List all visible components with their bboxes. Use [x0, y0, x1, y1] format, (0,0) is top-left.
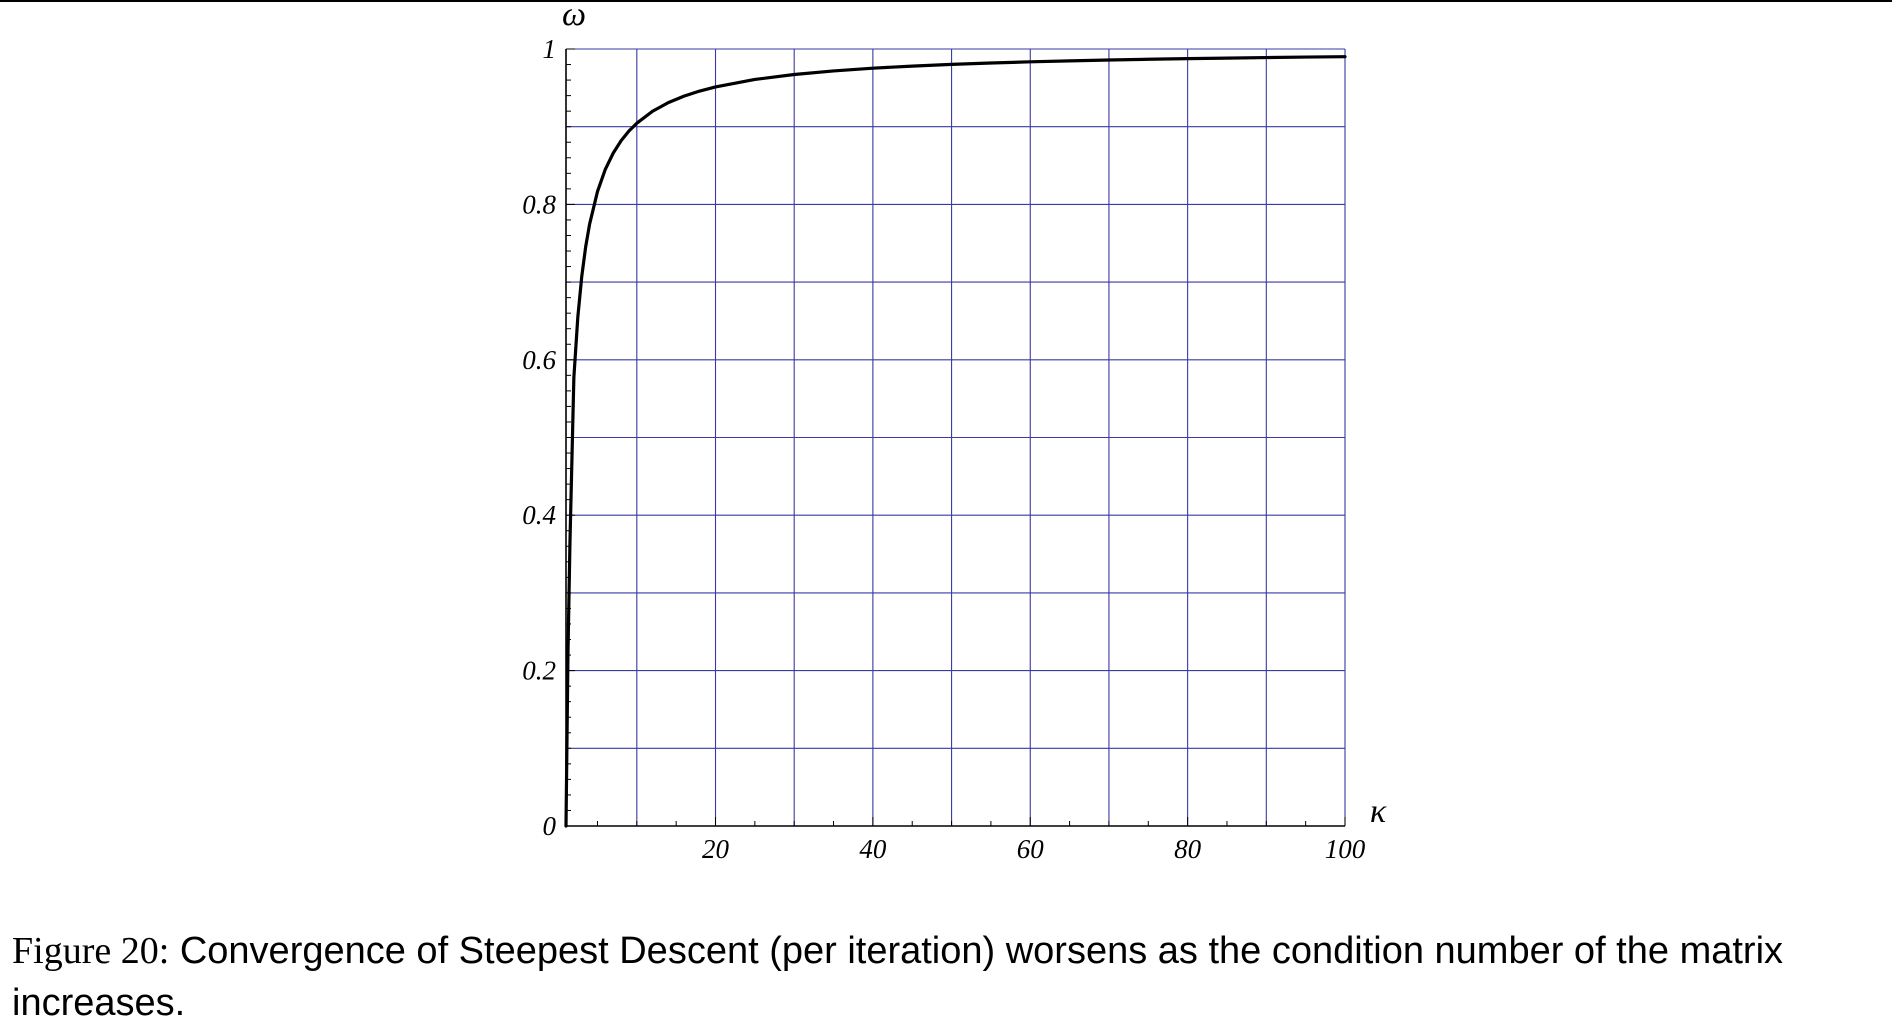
y-tick-label: 0.2: [522, 656, 556, 686]
y-tick-label: 0.8: [522, 189, 556, 219]
x-tick-label: 20: [702, 834, 730, 864]
omega-curve: [564, 55, 1347, 828]
y-tick-labels: 0 0.2 0.4 0.6 0.8 1: [522, 34, 556, 841]
top-rule: [0, 0, 1892, 2]
chart: 0 0.2 0.4 0.6 0.8 1 20 40 60 80 100 ω κ: [522, 0, 1387, 864]
y-tick-label: 0.4: [522, 500, 556, 530]
figure-number: Figure 20:: [12, 930, 170, 972]
y-tick-label: 0: [543, 811, 557, 841]
x-tick-labels: 20 40 60 80 100: [702, 834, 1366, 864]
y-tick-label: 0.6: [522, 345, 556, 375]
x-tick-label: 60: [1017, 834, 1045, 864]
x-tick-label: 40: [859, 834, 887, 864]
x-axis-label: κ: [1370, 793, 1387, 830]
figure-caption: Figure 20: Convergence of Steepest Desce…: [12, 925, 1887, 1029]
caption-text: Convergence of Steepest Descent (per ite…: [12, 930, 1784, 1024]
x-tick-label: 100: [1325, 834, 1366, 864]
x-tick-label: 80: [1174, 834, 1202, 864]
y-tick-label: 1: [543, 34, 557, 64]
y-axis-label: ω: [562, 0, 586, 33]
grid-horizontal-lines: [566, 48, 1345, 749]
